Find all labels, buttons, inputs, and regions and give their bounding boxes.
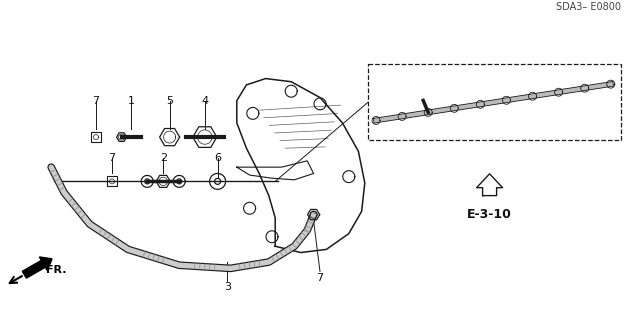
Polygon shape: [22, 257, 52, 278]
Text: 7: 7: [108, 153, 116, 163]
Text: 4: 4: [201, 96, 209, 106]
Text: FR.: FR.: [46, 265, 67, 275]
Polygon shape: [477, 174, 502, 196]
Text: 6: 6: [214, 153, 221, 163]
Text: 3: 3: [224, 282, 230, 292]
Text: E-3-10: E-3-10: [467, 208, 512, 221]
Text: 2: 2: [159, 153, 167, 163]
Text: 5: 5: [166, 96, 173, 106]
Bar: [368, 64, 621, 140]
Text: 1: 1: [128, 96, 134, 106]
Text: 7: 7: [92, 96, 100, 106]
Bar: [91, 132, 101, 142]
Bar: [107, 176, 117, 186]
Text: 7: 7: [316, 273, 324, 283]
Text: SDA3– E0800: SDA3– E0800: [556, 2, 621, 12]
